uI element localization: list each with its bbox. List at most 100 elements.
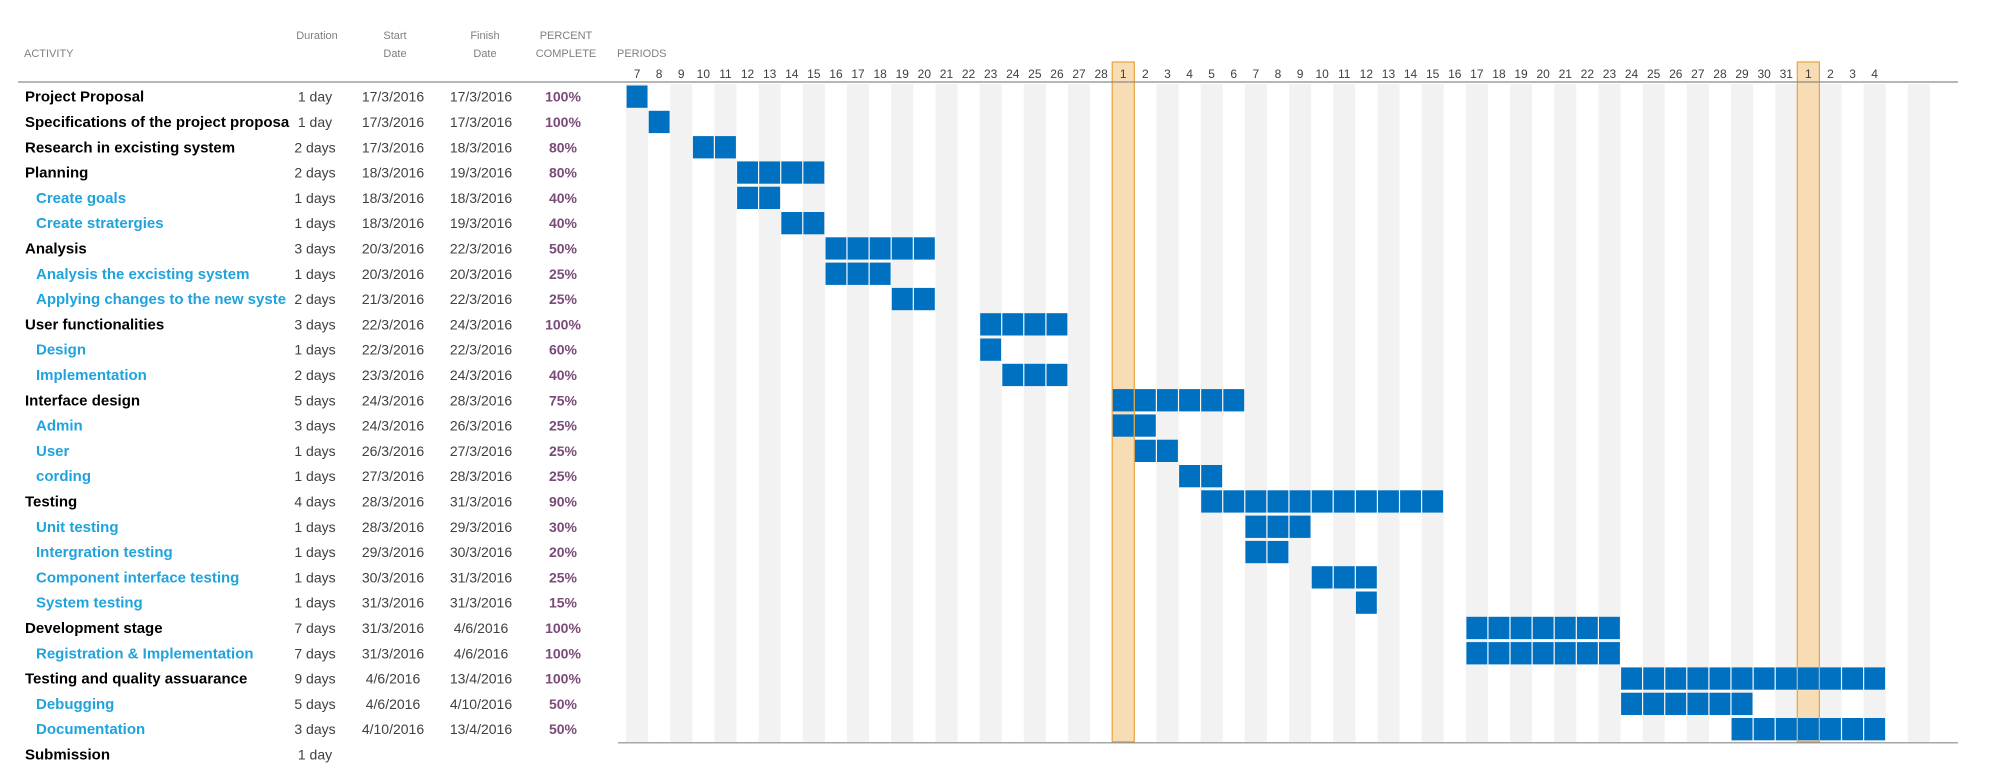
gantt-bar-cell [1820,667,1841,690]
period-label: 9 [678,67,685,81]
gantt-bar-cell [1532,616,1554,640]
row-duration: 1 day [298,746,332,762]
gantt-bar-cell [1046,313,1068,336]
gantt-bar-cell [803,212,825,235]
period-label: 10 [697,67,711,81]
row-percent-complete: 90% [549,493,578,509]
gantt-bar-cell [781,161,803,184]
period-label: 23 [1603,67,1617,81]
period-label: 18 [1492,67,1506,81]
row-duration: 4 days [294,493,335,509]
row-percent-complete: 75% [549,392,578,408]
row-activity: User functionalities [25,316,164,333]
row-percent-complete: 100% [545,645,581,661]
row-start-date: 18/3/2016 [362,190,424,206]
row-activity: Specifications of the project proposa [25,114,290,131]
row-activity: Registration & Implementation [36,645,254,662]
period-shade-column [1731,84,1754,742]
column-headers: ACTIVITY Duration Start Date Finish Date… [24,30,667,60]
period-label: 5 [1208,67,1215,81]
gantt-bar-cell [913,237,935,260]
row-start-date: 30/3/2016 [362,569,424,585]
period-label: 13 [763,67,777,81]
header-percent-line2: COMPLETE [536,48,597,60]
row-finish-date: 4/6/2016 [454,645,509,661]
gantt-bar-cell [1355,591,1377,614]
gantt-bar-cell [1753,667,1775,690]
period-label: 25 [1028,67,1042,81]
gantt-bar-cell [1267,515,1289,538]
gantt-bar-cell [737,186,758,209]
header-start-line1: Start [383,30,406,42]
row-duration: 1 day [298,89,332,105]
gantt-bar-cell [1621,667,1642,690]
period-shade-column [714,84,737,742]
gantt-bar-cell [1355,566,1377,589]
row-start-date: 20/3/2016 [362,266,424,282]
row-percent-complete: 60% [549,342,578,358]
period-shade-column [1642,84,1665,742]
period-label: 20 [1536,67,1550,81]
gantt-bar-cell [1311,566,1333,589]
header-activity: ACTIVITY [24,48,74,60]
row-start-date: 31/3/2016 [362,620,424,636]
period-label: 27 [1691,67,1705,81]
gantt-bars [626,85,1886,741]
gantt-bar-cell [1576,642,1598,665]
row-duration: 3 days [294,418,335,434]
row-finish-date: 19/3/2016 [450,165,512,181]
row-percent-complete: 100% [545,114,581,130]
row-finish-date: 17/3/2016 [450,114,512,130]
gantt-bar-cell [1267,490,1289,513]
gantt-bar-cell [1864,667,1886,690]
period-label: 18 [873,67,887,81]
row-activity: Documentation [36,721,145,738]
period-label: 4 [1186,67,1193,81]
period-shade-column [1686,84,1709,742]
gantt-bar-cell [1554,616,1576,640]
row-percent-complete: 20% [549,544,578,560]
gantt-bar-cell [1864,718,1886,741]
gantt-bar-cell [847,237,869,260]
gantt-bar-cell [1024,313,1046,336]
gantt-bar-cell [1223,490,1245,513]
gantt-bar-cell [891,237,913,260]
row-finish-date: 22/3/2016 [450,291,512,307]
gantt-bar-cell [1201,465,1223,488]
gantt-bar-cell [1731,667,1753,690]
gantt-bar-cell [1355,490,1377,513]
row-finish-date: 31/3/2016 [450,569,512,585]
period-label: 9 [1297,67,1304,81]
gantt-bar-cell [1024,363,1046,387]
period-label: 24 [1625,67,1639,81]
period-highlights [1111,61,1821,743]
gantt-bar-cell [1134,414,1156,437]
row-finish-date: 13/4/2016 [450,671,512,687]
row-activity: Development stage [25,620,163,637]
row-start-date: 20/3/2016 [362,240,424,256]
row-finish-date: 22/3/2016 [450,342,512,358]
gantt-bar-cell [1510,642,1532,665]
period-label: 11 [1338,67,1351,81]
period-shade-column [847,84,870,742]
gantt-bar-cell [1289,490,1311,513]
row-finish-date: 20/3/2016 [450,266,512,282]
row-duration: 1 days [294,569,335,585]
period-shade-column [1023,84,1046,742]
row-start-date: 4/6/2016 [366,696,421,712]
row-start-date: 18/3/2016 [362,215,424,231]
gantt-bar-cell [1775,667,1797,690]
period-shade-column [802,84,825,742]
gantt-bar-cell [1731,692,1753,715]
gantt-bar-cell [1422,490,1444,513]
gantt-bar-cell [1378,490,1399,513]
period-label: 25 [1647,67,1661,81]
gantt-bar-cell [1643,692,1665,715]
period-label: 21 [1559,67,1573,81]
row-activity: Planning [25,165,88,182]
period-label: 19 [896,67,910,81]
row-activity: Create stratergies [36,215,164,232]
period-label: 17 [851,67,865,81]
row-duration: 9 days [294,671,335,687]
row-activity: Analysis [25,240,87,257]
